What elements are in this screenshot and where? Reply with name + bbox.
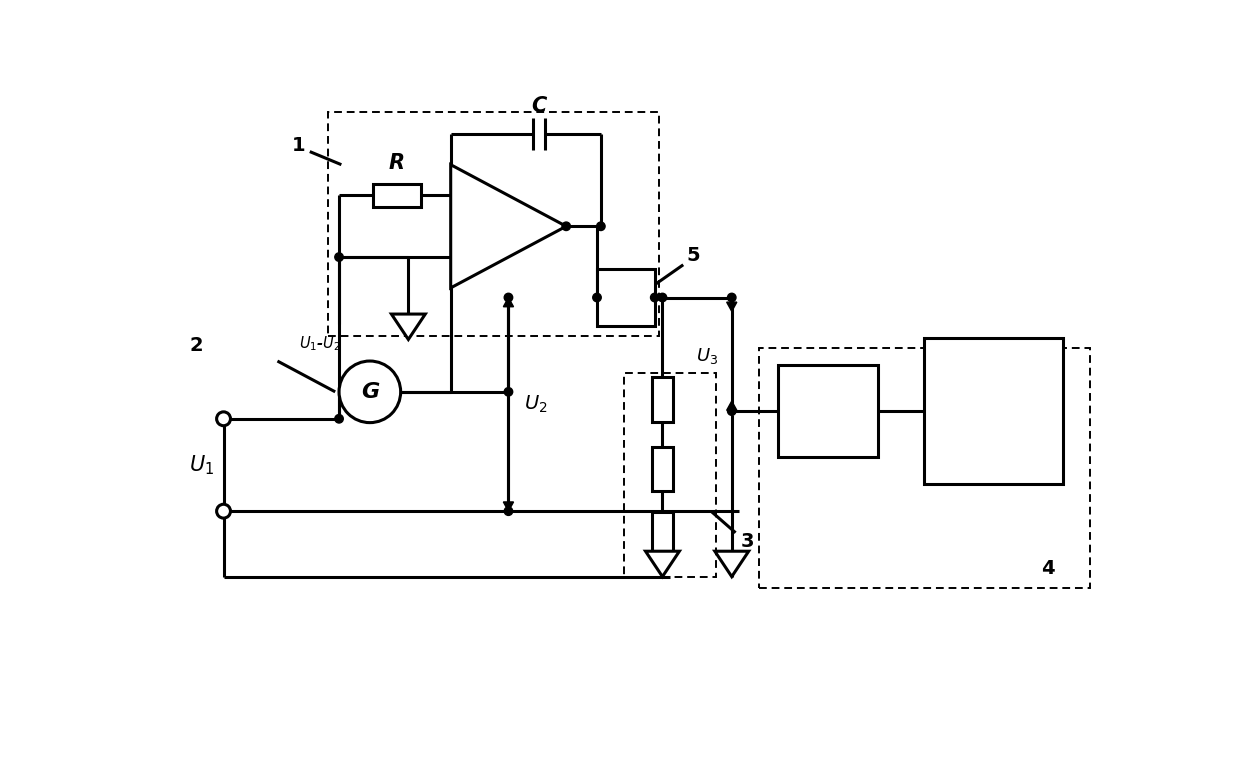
FancyBboxPatch shape — [373, 184, 420, 207]
Text: R: R — [388, 153, 405, 173]
Text: G: G — [361, 382, 379, 402]
Text: $U_3$: $U_3$ — [696, 346, 718, 366]
Circle shape — [593, 293, 601, 302]
Text: $U_1$: $U_1$ — [190, 454, 215, 477]
Text: $\mathbf{-}$: $\mathbf{-}$ — [463, 185, 476, 203]
FancyBboxPatch shape — [652, 512, 673, 557]
Text: 1: 1 — [291, 136, 305, 155]
Circle shape — [335, 414, 343, 423]
Polygon shape — [646, 551, 680, 576]
Circle shape — [335, 253, 343, 261]
FancyBboxPatch shape — [652, 447, 673, 491]
Polygon shape — [714, 551, 749, 576]
Circle shape — [728, 407, 737, 415]
Circle shape — [658, 293, 667, 302]
Polygon shape — [727, 302, 737, 311]
Text: $U_1$-$U_2$: $U_1$-$U_2$ — [299, 334, 341, 353]
FancyBboxPatch shape — [924, 338, 1063, 484]
Polygon shape — [392, 314, 425, 339]
Circle shape — [505, 507, 512, 515]
Circle shape — [596, 222, 605, 231]
Text: MCU: MCU — [959, 397, 1029, 425]
Circle shape — [562, 222, 570, 231]
Text: 5: 5 — [687, 246, 701, 265]
Circle shape — [217, 504, 231, 518]
Circle shape — [339, 361, 401, 422]
Circle shape — [217, 412, 231, 425]
Text: C: C — [532, 96, 547, 117]
Polygon shape — [503, 502, 513, 511]
FancyBboxPatch shape — [777, 365, 878, 457]
Text: 2: 2 — [190, 336, 203, 355]
Text: $\mathbf{+}$: $\mathbf{+}$ — [463, 249, 476, 267]
Text: A/D: A/D — [805, 399, 851, 423]
Polygon shape — [503, 297, 513, 307]
FancyBboxPatch shape — [596, 269, 655, 326]
Text: $U_2$: $U_2$ — [523, 393, 547, 415]
Circle shape — [728, 293, 737, 302]
Circle shape — [651, 293, 658, 302]
Circle shape — [505, 388, 512, 396]
Circle shape — [505, 293, 512, 302]
Polygon shape — [727, 401, 737, 411]
Text: 3: 3 — [740, 533, 754, 551]
Polygon shape — [450, 165, 567, 288]
FancyBboxPatch shape — [652, 377, 673, 421]
Text: 4: 4 — [1040, 559, 1054, 579]
